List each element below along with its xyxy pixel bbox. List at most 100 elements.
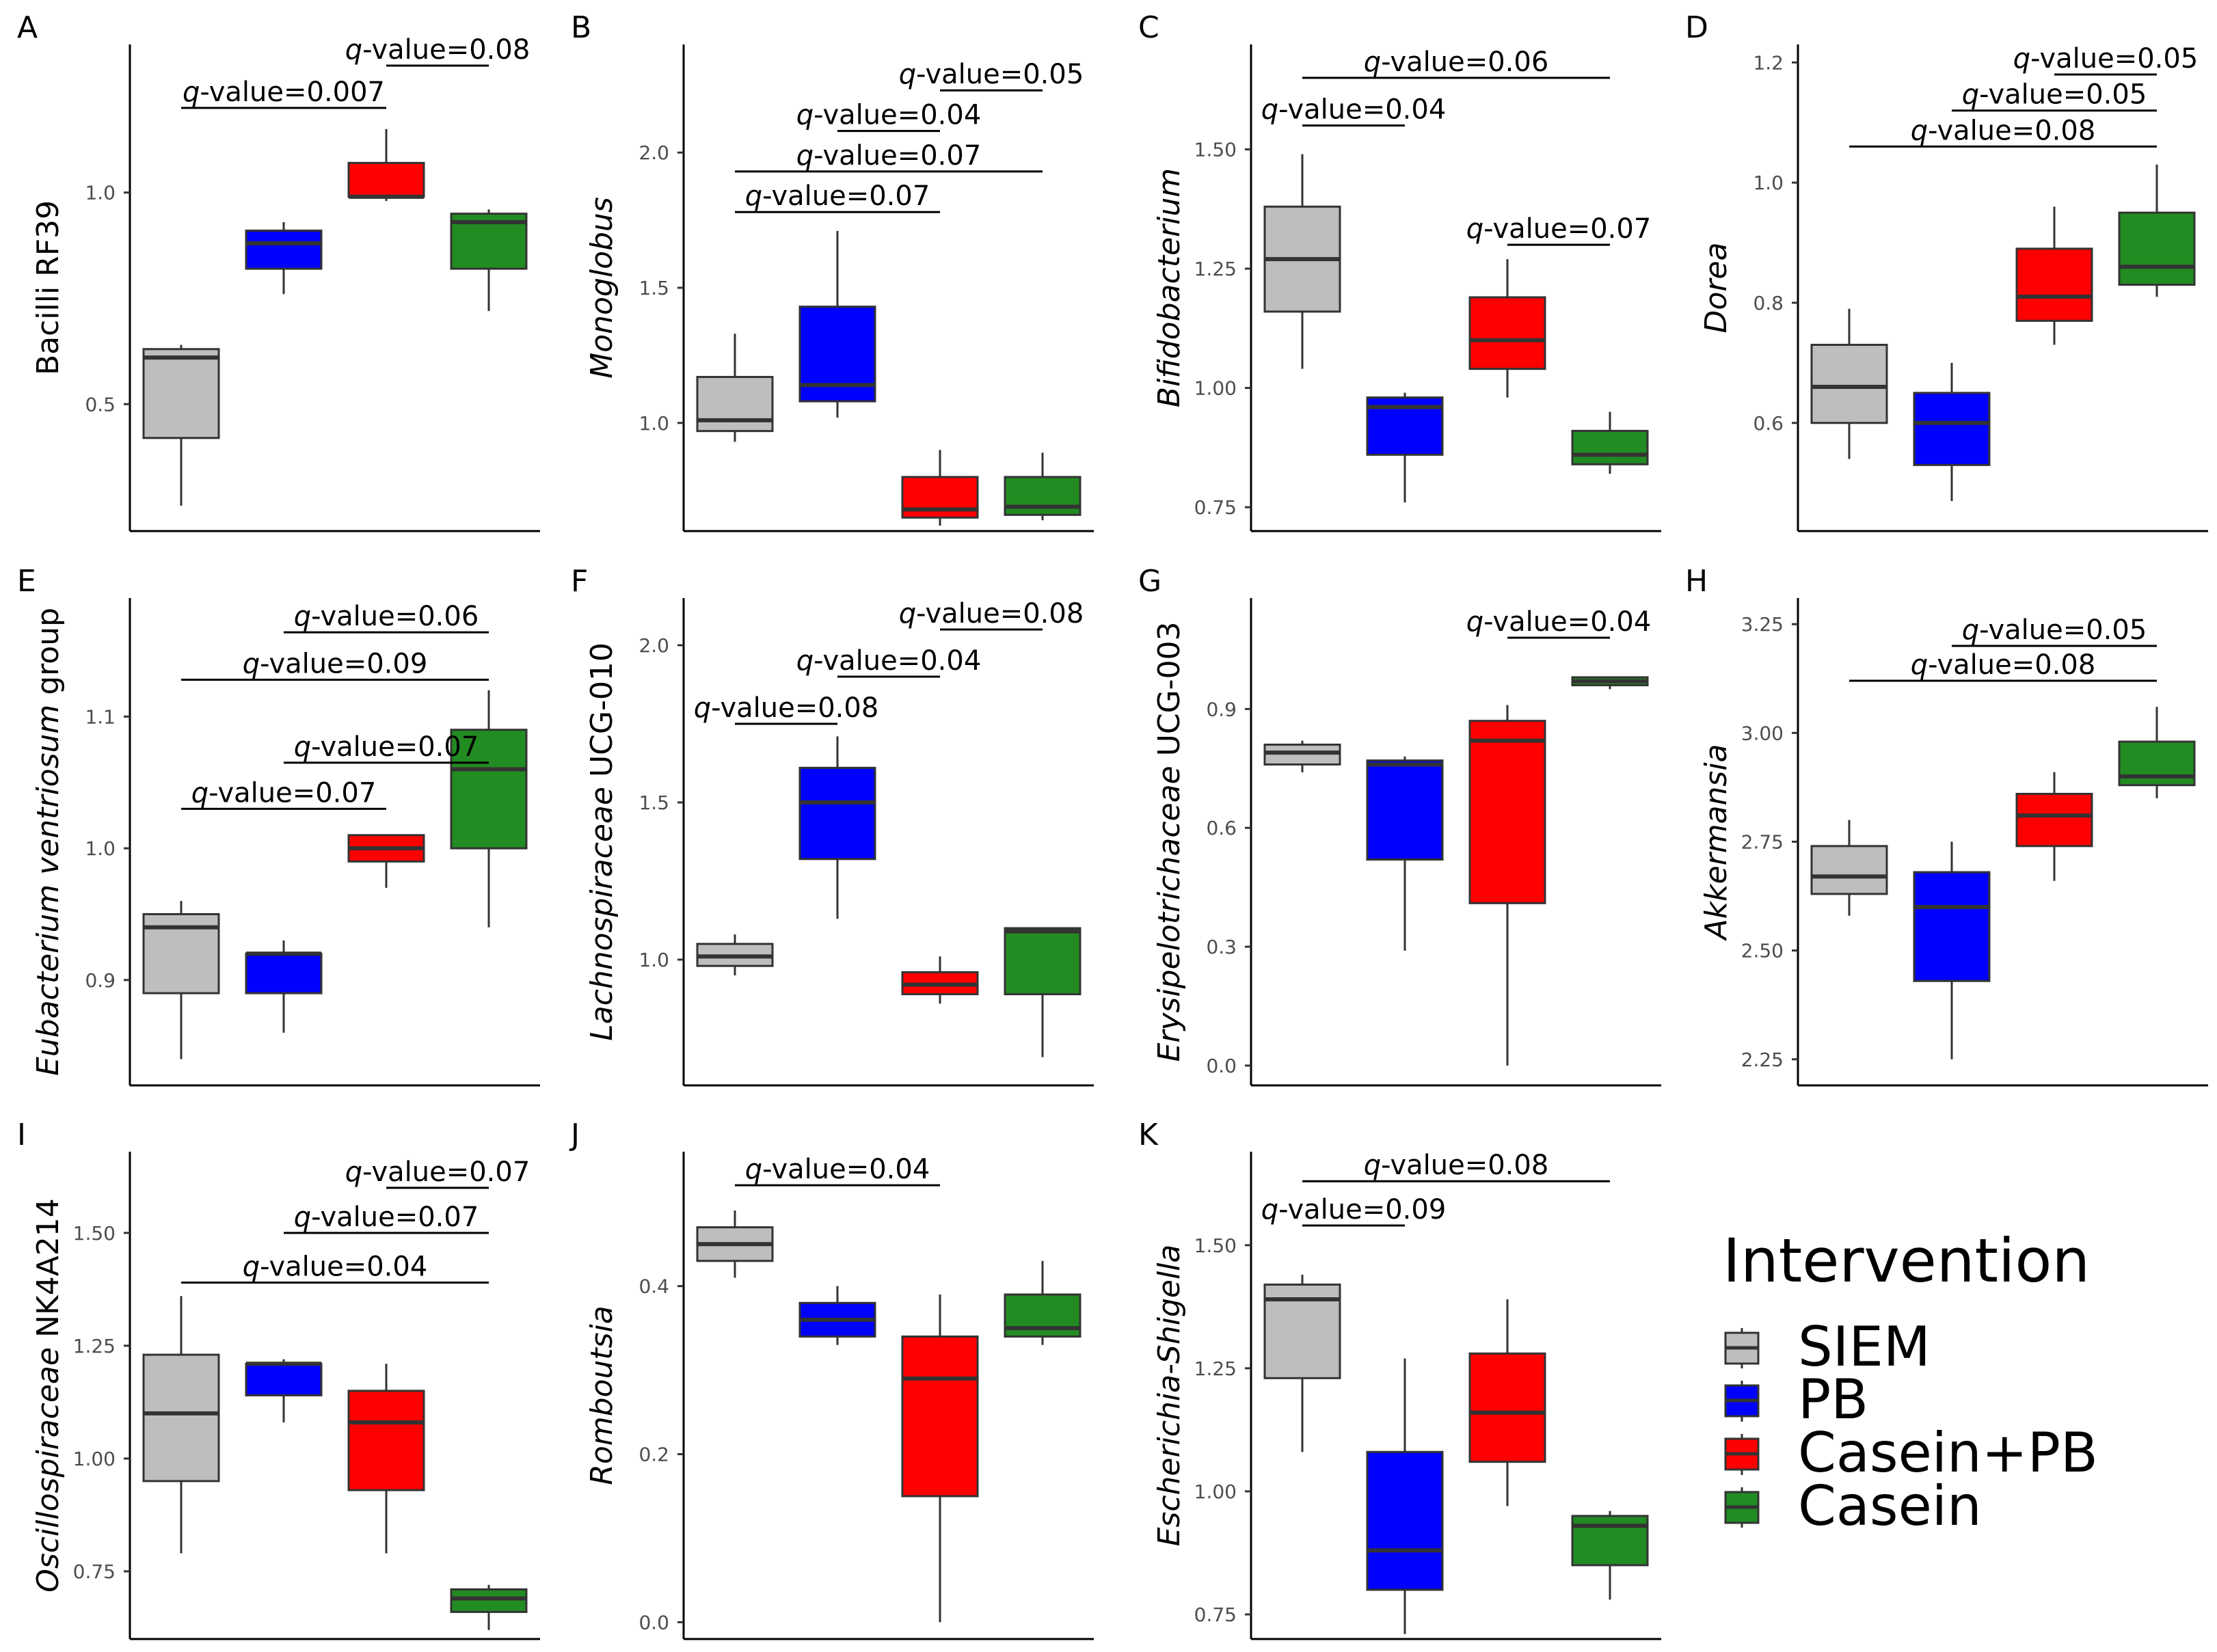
box-casein-pb	[347, 834, 425, 888]
q-value-label: q-value=0.04	[243, 1251, 428, 1282]
box-casein-pb	[1468, 705, 1546, 1066]
comparison: q-value=0.08	[694, 692, 878, 725]
box-pb	[245, 222, 323, 295]
box-casein-pb	[901, 1294, 979, 1623]
comparison: q-value=0.08	[345, 34, 530, 67]
q-value-label: q-value=0.05	[1962, 79, 2147, 111]
box-body	[142, 348, 220, 439]
legend-label-pb: PB	[1798, 1368, 1868, 1431]
y-tick-label: 1.2	[1753, 51, 1784, 74]
box-pb	[798, 736, 876, 919]
comparison: q-value=0.04	[796, 645, 982, 678]
q-value-label: q-value=0.04	[1261, 94, 1447, 126]
q-value-label: q-value=0.04	[796, 645, 982, 677]
panel-letter: C	[1138, 10, 1159, 45]
box-body	[2118, 740, 2196, 787]
comparison: q-value=0.007	[181, 77, 386, 109]
comparison: q-value=0.04	[796, 100, 982, 133]
box-siem	[1263, 1275, 1341, 1452]
y-tick-label: 1.25	[73, 1335, 116, 1357]
y-tick-label: 1.00	[1194, 377, 1237, 400]
box-body	[347, 161, 425, 198]
box-casein-pb	[901, 450, 979, 526]
y-tick-label: 1.50	[73, 1222, 116, 1245]
q-value-label: q-value=0.07	[745, 180, 930, 212]
box-body	[1468, 720, 1546, 904]
comparison: q-value=0.08	[899, 598, 1084, 631]
q-value-label: q-value=0.09	[1261, 1194, 1447, 1226]
panel-e: E 0.9 1.0 1.1 Eubacterium ventriosum group q-…	[17, 564, 540, 1087]
y-axis-title: Akkermansia	[1699, 744, 1734, 941]
y-tick-label: 0.5	[85, 393, 116, 416]
box-body	[1468, 296, 1546, 370]
panel-letter: F	[571, 564, 588, 599]
y-tick-label: 1.00	[73, 1448, 116, 1470]
panel-f: F 1.0 1.5 2.0 Lachnospiraceae UCG-010 q-value…	[571, 564, 1094, 1087]
y-axis-title: Dorea	[1699, 243, 1734, 334]
box-casein-pb	[901, 956, 979, 1004]
box-body	[2015, 247, 2093, 322]
box-casein-pb	[2015, 772, 2093, 881]
y-tick-label: 1.50	[1194, 1234, 1237, 1257]
panel-c: C 0.75 1.00 1.25 1.50 Bifidobacterium q-value=…	[1138, 10, 1661, 532]
comparison: q-value=0.08	[1849, 649, 2157, 682]
box-siem	[142, 901, 220, 1059]
y-tick-label: 3.25	[1741, 613, 1784, 636]
panel-g: G 0.0 0.3 0.6 0.9 Erysipelotrichaceae UCG-003…	[1138, 564, 1661, 1087]
box-body	[1810, 845, 1888, 895]
y-axis-title: Bacilli RF39	[31, 200, 66, 375]
comparison: q-value=0.07	[284, 1202, 489, 1234]
box-casein-pb	[1468, 259, 1546, 398]
q-value-label: q-value=0.05	[2013, 43, 2199, 75]
box-casein	[1004, 1260, 1081, 1345]
y-axis-title: Lachnospiraceae UCG-010	[585, 642, 619, 1041]
box-pb	[798, 1286, 876, 1345]
box-body	[1366, 1450, 1444, 1591]
q-value-label: q-value=0.04	[796, 100, 982, 131]
y-axis-title: Oscillospiraceae NK4A214	[31, 1198, 66, 1593]
box-casein-pb	[2015, 206, 2093, 345]
box-casein	[1571, 676, 1649, 690]
y-tick-label: 0.75	[1194, 496, 1237, 519]
y-tick-label: 2.0	[639, 634, 669, 657]
box-siem	[696, 1210, 774, 1278]
panel-a: A 0.5 1.0 Bacilli RF39 q-value=0.007 q-value=…	[17, 10, 540, 532]
box-casein	[450, 209, 528, 312]
box-body	[245, 1362, 323, 1396]
box-body	[798, 766, 876, 861]
box-pb	[1913, 362, 1991, 502]
box-pb	[1366, 1358, 1444, 1634]
q-value-label: q-value=0.007	[183, 77, 385, 108]
y-tick-label: 0.75	[73, 1560, 116, 1583]
box-siem	[1810, 308, 1888, 459]
box-body	[245, 952, 323, 994]
box-body	[1004, 1293, 1081, 1338]
legend-item-pb: PB	[1724, 1368, 1868, 1431]
box-body	[1913, 392, 1991, 466]
q-value-label: q-value=0.09	[243, 648, 428, 679]
y-tick-label: 3.00	[1741, 722, 1784, 744]
comparison: q-value=0.09	[181, 648, 489, 681]
box-pb	[1913, 841, 1991, 1059]
q-value-label: q-value=0.08	[345, 34, 530, 66]
box-siem	[696, 334, 774, 442]
panel-b: B 1.0 1.5 2.0 Monoglobus q-value=0.07 q-value=…	[571, 10, 1094, 532]
box-siem	[1263, 154, 1341, 369]
comparison: q-value=0.05	[2013, 43, 2199, 76]
y-tick-label: 0.6	[1206, 817, 1237, 839]
y-tick-label: 1.00	[1194, 1480, 1237, 1503]
panel-k: K 0.75 1.00 1.25 1.50 Escherichia-Shigella q-v…	[1138, 1118, 1661, 1640]
comparison: q-value=0.07	[735, 180, 940, 213]
y-tick-label: 1.5	[639, 791, 669, 814]
legend: Intervention SIEM PB Casein+PB Casein	[1723, 1226, 2098, 1538]
y-tick-label: 0.9	[85, 969, 116, 992]
box-body	[450, 729, 528, 850]
box-casein	[450, 690, 528, 927]
box-pb	[1366, 392, 1444, 503]
box-casein-pb	[347, 128, 425, 202]
box-siem	[1263, 740, 1341, 773]
y-tick-label: 0.8	[1753, 292, 1784, 314]
legend-item-casein: Casein	[1724, 1474, 1982, 1538]
y-axis-title: Escherichia-Shigella	[1152, 1245, 1187, 1547]
